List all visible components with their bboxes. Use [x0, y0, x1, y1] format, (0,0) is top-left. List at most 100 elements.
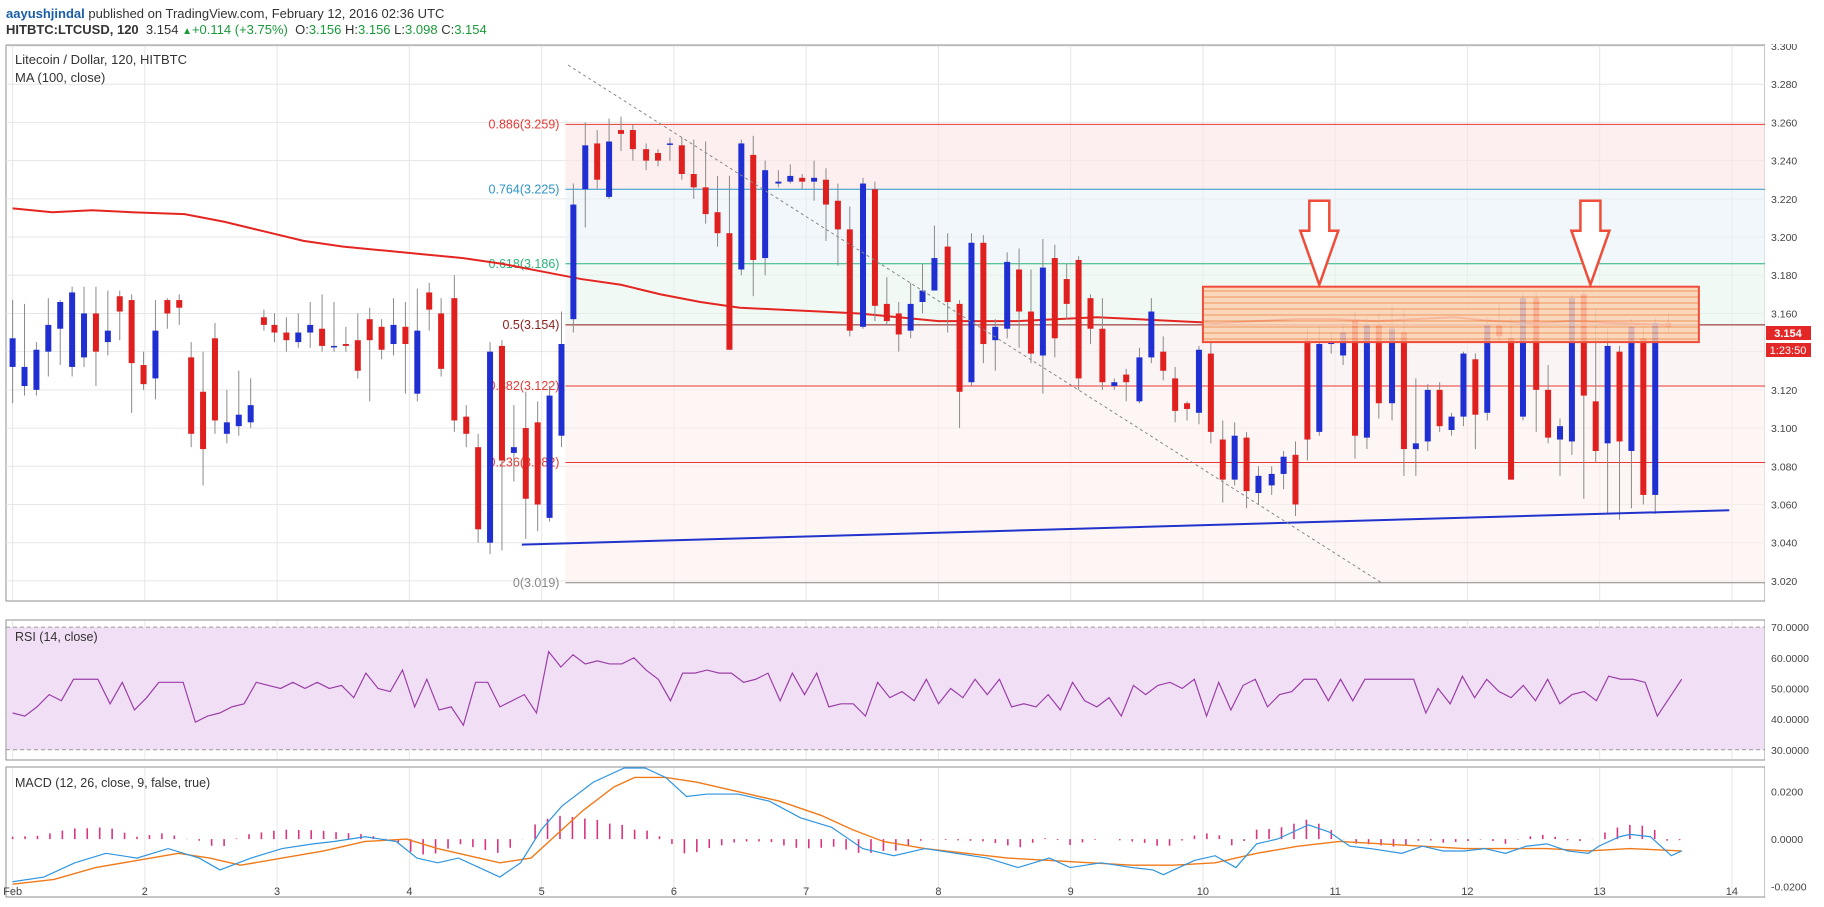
price-axis[interactable]	[1765, 45, 1823, 897]
down-arrow-icon	[1569, 199, 1612, 289]
price-tick-label: 3.100	[1771, 423, 1797, 435]
candle-body	[57, 301, 64, 329]
candle-body	[1412, 443, 1419, 450]
fib-level-label: 0.764(3.225)	[489, 182, 560, 196]
rsi-tick-label: 30.0000	[1771, 745, 1809, 757]
low-label: L:	[394, 22, 406, 37]
candle-body	[980, 242, 987, 345]
candle-body	[702, 187, 709, 215]
candle-body	[271, 324, 278, 333]
candle-body	[582, 145, 589, 190]
macd-tick-label: 0.0200	[1771, 787, 1803, 799]
trendlines-layer[interactable]	[521, 64, 1730, 584]
fib-diagonal-line	[567, 64, 1382, 584]
candle-body	[1363, 324, 1370, 438]
candle-body	[1652, 323, 1659, 495]
rsi-tick-label: 40.0000	[1771, 714, 1809, 726]
price-tick-label: 3.160	[1771, 308, 1797, 320]
candle-body	[1604, 345, 1611, 444]
candle-body	[907, 303, 914, 331]
rsi-tick-label: 60.0000	[1771, 653, 1809, 665]
macd-line	[12, 767, 1682, 883]
candle-body	[1545, 389, 1552, 438]
up-arrow-icon: ▲	[182, 26, 192, 37]
price-tick-label: 3.080	[1771, 461, 1797, 473]
author-link[interactable]: aayushjindal	[6, 6, 85, 21]
candle-body	[678, 145, 685, 174]
rsi-layer	[6, 626, 1765, 751]
candle-body	[475, 447, 482, 530]
date-tick-label: Feb	[3, 886, 22, 898]
candle-body	[200, 391, 207, 450]
candle-body	[211, 338, 218, 421]
candle-body	[775, 181, 782, 184]
candle-body	[69, 292, 76, 367]
candle-body	[498, 345, 505, 461]
candle-body	[1580, 294, 1587, 396]
candle-body	[438, 313, 445, 369]
candle-body	[1389, 328, 1396, 404]
candle-body	[956, 303, 963, 392]
candle-body	[546, 395, 553, 518]
candle-body	[944, 246, 951, 302]
candle-body	[522, 428, 529, 499]
chart-canvas[interactable]: 0.886(3.259) 0.764(3.225) 0.618(3.186) 0.5(…	[0, 44, 1824, 907]
fib-band	[565, 462, 1765, 583]
macd-pane[interactable]	[5, 766, 1766, 898]
candle-body	[860, 183, 867, 327]
candle-body	[1557, 426, 1564, 440]
candle-body	[188, 357, 195, 434]
candle-body	[919, 290, 926, 302]
candle-body	[750, 154, 757, 260]
candle-body	[1304, 340, 1311, 440]
candle-body	[223, 422, 230, 434]
chart-header: aayushjindal published on TradingView.co…	[0, 0, 1824, 44]
candle-body	[811, 177, 818, 182]
candle-body	[1136, 357, 1143, 402]
macd-legend: MACD (12, 26, close, 9, false, true)	[15, 776, 210, 790]
change-value: +0.114 (+3.75%)	[191, 22, 288, 37]
fib-band	[565, 386, 1765, 463]
candle-body	[1051, 258, 1058, 339]
candle-body	[1568, 298, 1575, 442]
candle-body	[1004, 261, 1011, 329]
candle-body	[968, 242, 975, 383]
candle-body	[1039, 267, 1046, 356]
fib-level-label: 0.886(3.259)	[489, 117, 560, 131]
date-tick-label: 8	[935, 886, 941, 898]
candle-body	[1027, 311, 1034, 354]
candle-body	[714, 212, 721, 234]
candle-body	[176, 300, 183, 308]
candle-body	[1087, 298, 1094, 329]
candle-body	[643, 149, 650, 161]
price-badges: 3.154 1:23:50	[1766, 326, 1811, 357]
resistance-zone-layer[interactable]	[1201, 199, 1700, 344]
candle-body	[342, 344, 349, 346]
candle-body	[762, 170, 769, 259]
date-tick-label: 10	[1197, 886, 1209, 898]
candle-body	[21, 366, 28, 387]
candle-body	[1195, 349, 1202, 413]
price-tick-label: 3.020	[1771, 576, 1797, 588]
price-tick-label: 3.180	[1771, 270, 1797, 282]
candle-body	[152, 330, 159, 379]
close-label: C:	[441, 22, 455, 37]
date-tick-label: 12	[1461, 886, 1473, 898]
main-title: Litecoin / Dollar, 120, HITBTC	[15, 52, 187, 67]
candle-body	[140, 365, 147, 385]
candle-body	[33, 349, 40, 390]
candle-body	[1207, 353, 1214, 432]
candle-body	[104, 330, 111, 343]
candle-body	[366, 319, 373, 341]
candle-body	[992, 326, 999, 341]
candle-body	[1231, 435, 1238, 480]
price-tick-label: 3.060	[1771, 499, 1797, 511]
candle-body	[1352, 319, 1359, 436]
close-value: 3.154	[454, 22, 487, 37]
candle-body	[594, 143, 601, 180]
macd-tick-label: -0.0200	[1771, 882, 1807, 894]
candle-body	[834, 200, 841, 230]
fib-level-label: 0(3.019)	[513, 576, 560, 590]
candle-body	[1400, 332, 1407, 450]
date-tick-label: 5	[539, 886, 545, 898]
